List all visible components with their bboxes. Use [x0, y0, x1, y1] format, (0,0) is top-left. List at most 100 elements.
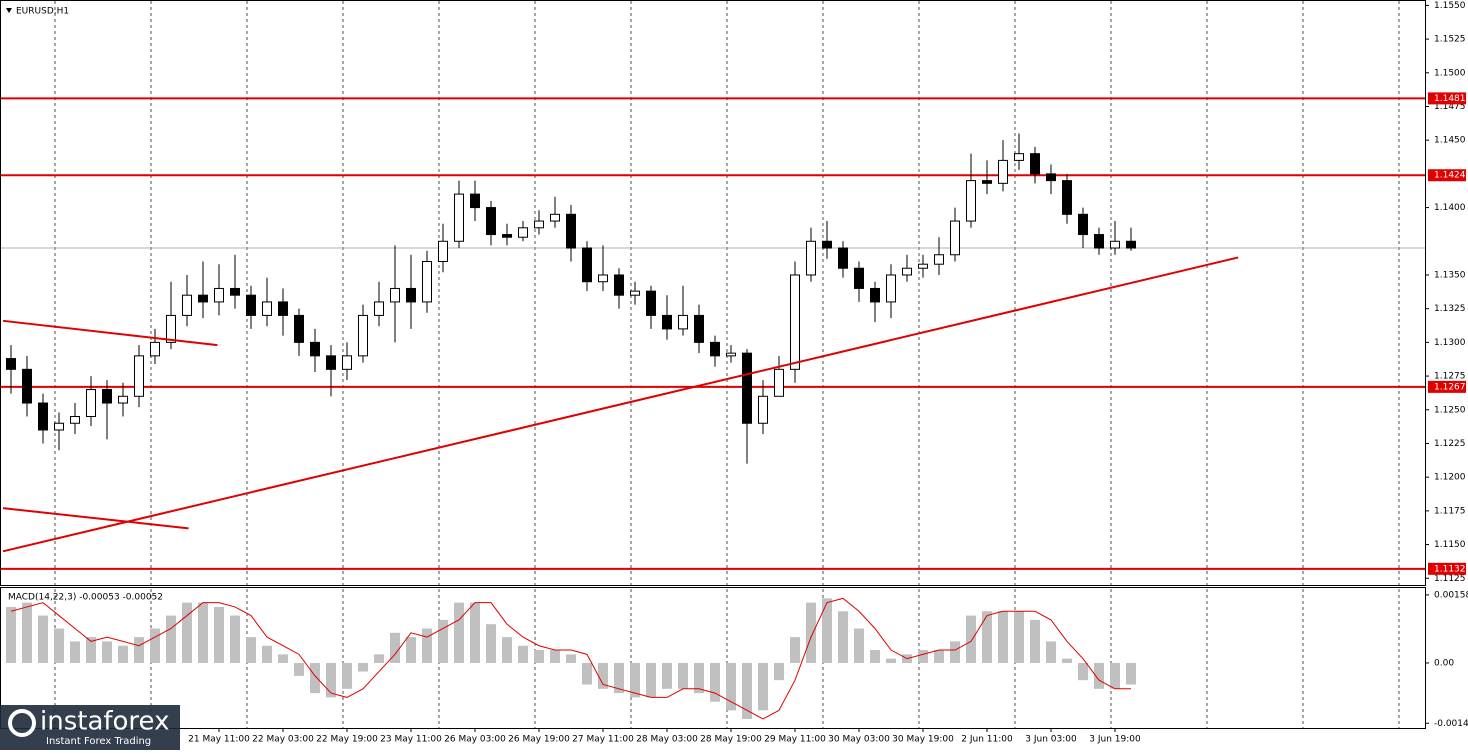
candle-body: [998, 159, 1008, 184]
candle-body: [1030, 153, 1040, 175]
candle-body: [902, 267, 912, 276]
macd-bar: [822, 598, 832, 663]
macd-bar: [38, 615, 48, 663]
macd-bar: [614, 662, 624, 694]
candle-body: [502, 234, 512, 238]
macd-bar: [1062, 658, 1072, 663]
x-tick-label: 28 May 19:00: [700, 735, 762, 745]
candle-body: [822, 240, 832, 249]
macd-bar: [326, 662, 336, 698]
macd-bar: [742, 662, 752, 719]
x-tick-label: 29 May 11:00: [764, 735, 826, 745]
candle-body: [518, 227, 528, 238]
macd-bar: [390, 632, 400, 663]
watermark-brand: instaforex: [40, 707, 169, 737]
macd-bar: [870, 650, 880, 663]
candle-body: [118, 395, 128, 404]
level-label: 1.1267: [1434, 382, 1466, 392]
macd-bar: [598, 662, 608, 689]
candle-body: [38, 402, 48, 431]
level-label: 1.1424: [1434, 171, 1466, 181]
y-tick-label: 1.1550: [1434, 1, 1466, 11]
level-label: 1.1481: [1434, 94, 1466, 104]
macd-bar: [214, 606, 224, 663]
macd-bar: [374, 654, 384, 663]
macd-bar: [342, 662, 352, 689]
macd-bar: [630, 662, 640, 698]
macd-bar: [54, 628, 64, 663]
y-tick-label: 1.1525: [1434, 35, 1466, 45]
y-tick-label: 1.1500: [1434, 68, 1466, 78]
macd-bar: [806, 602, 816, 663]
candle-body: [662, 314, 672, 330]
candle-body: [150, 341, 160, 357]
macd-bar: [422, 628, 432, 663]
macd-bar: [662, 662, 672, 689]
candle-body: [1110, 240, 1120, 249]
macd-bar: [582, 662, 592, 685]
watermark-tagline: Instant Forex Trading: [46, 736, 151, 747]
macd-bar: [406, 637, 416, 663]
y-tick-label: 1.1275: [1434, 372, 1466, 382]
macd-bar: [854, 628, 864, 663]
candle-body: [1078, 213, 1088, 236]
candle-body: [886, 274, 896, 303]
macd-bar: [1094, 662, 1104, 689]
macd-bar: [198, 602, 208, 663]
y-tick-label: 1.1475: [1434, 102, 1466, 112]
x-tick-label: 22 May 03:00: [252, 735, 314, 745]
menu-arrow: [6, 8, 12, 13]
macd-bar: [886, 658, 896, 663]
x-tick-label: 23 May 11:00: [380, 735, 442, 745]
macd-bar: [1014, 611, 1024, 663]
y-tick-label: 1.1200: [1434, 473, 1466, 483]
x-tick-label: 21 May 11:00: [188, 735, 250, 745]
macd-bar: [454, 602, 464, 663]
candle-body: [646, 290, 656, 316]
macd-bar: [182, 602, 192, 663]
candle-body: [214, 287, 224, 303]
macd-bar: [678, 662, 688, 689]
macd-bar: [1110, 662, 1120, 689]
macd-bar: [694, 662, 704, 694]
candle-body: [102, 389, 112, 404]
candle-body: [710, 341, 720, 357]
y-tick-label: 1.1300: [1434, 338, 1466, 348]
macd-bar: [134, 637, 144, 663]
candle-body: [6, 358, 16, 370]
macd-bar: [502, 637, 512, 663]
chart-title: EURUSD,H1: [16, 7, 69, 17]
macd-bar: [358, 662, 368, 672]
y-tick-label: 1.1125: [1434, 574, 1466, 584]
macd-bar: [470, 602, 480, 663]
x-tick-label: 22 May 19:00: [316, 735, 378, 745]
candle-body: [534, 220, 544, 229]
candle-body: [678, 314, 688, 330]
macd-bar: [486, 624, 496, 663]
candle-body: [310, 341, 320, 357]
candle-body: [758, 395, 768, 424]
macd-bar: [22, 602, 32, 663]
candle-body: [326, 355, 336, 370]
x-tick-label: 3 Jun 19:00: [1089, 735, 1141, 745]
macd-bar: [118, 645, 128, 663]
macd-bar: [726, 662, 736, 711]
candle-body: [470, 193, 480, 209]
macd-bar: [534, 650, 544, 663]
level-label-bg: [1428, 380, 1466, 393]
candle-body: [390, 287, 400, 303]
macd-bar: [566, 654, 576, 663]
candle-body: [134, 355, 144, 397]
candle-body: [246, 294, 256, 316]
y-tick-label: 1.1400: [1434, 203, 1466, 213]
macd-bar: [550, 650, 560, 663]
y2-tick-label: -0.0014: [1434, 719, 1468, 729]
candle-body: [438, 240, 448, 262]
candle-body: [342, 355, 352, 370]
macd-bar: [646, 662, 656, 698]
candle-body: [694, 314, 704, 343]
candle-body: [486, 207, 496, 236]
watermark-logo: [8, 709, 36, 737]
macd-bar: [1078, 662, 1088, 681]
